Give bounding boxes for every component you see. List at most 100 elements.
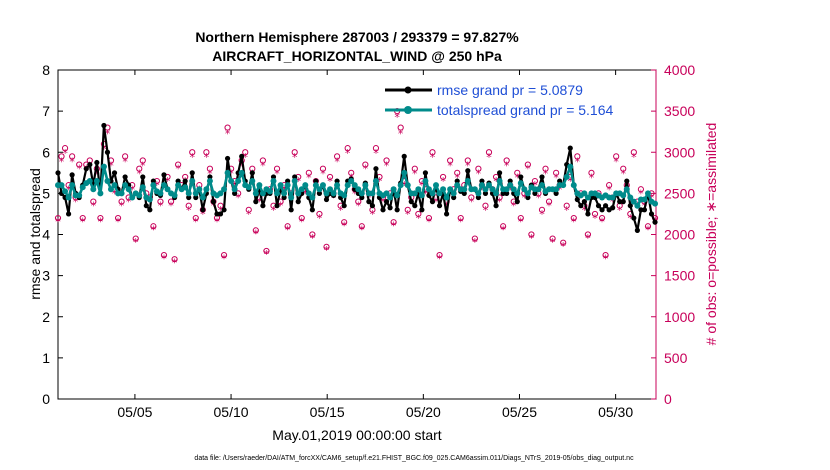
obs-assimilated-marker: *	[469, 196, 475, 209]
totalspread-point	[652, 200, 659, 207]
totalspread-point	[397, 182, 404, 189]
totalspread-point	[348, 178, 355, 185]
obs-assimilated-marker: *	[334, 155, 340, 168]
rmse-point	[232, 190, 238, 196]
obs-assimilated-marker: *	[359, 224, 365, 237]
obs-possible-marker	[167, 198, 175, 205]
totalspread-point	[224, 169, 231, 176]
rmse-point	[140, 174, 146, 180]
y-axis-left: 0 1 2 3 4 5 6 7 8	[42, 62, 63, 407]
obs-assimilated-marker: *	[62, 147, 68, 160]
obs-assimilated-marker: *	[560, 240, 566, 253]
obs-assimilated-marker: *	[172, 256, 178, 269]
rmse-point	[419, 207, 425, 213]
rmse-point	[454, 178, 460, 184]
totalspread-point	[58, 182, 65, 189]
obs-assimilated-marker: *	[433, 196, 439, 209]
rmse-point	[260, 203, 266, 209]
obs-assimilated-marker: *	[377, 175, 383, 188]
obs-assimilated-marker: *	[55, 215, 61, 228]
obs-possible-marker	[344, 145, 351, 152]
obs-assimilated-marker: *	[582, 204, 588, 217]
totalspread-point	[436, 190, 443, 197]
totalspread-point	[203, 186, 210, 193]
obs-possible-marker	[90, 198, 97, 205]
totalspread-point	[291, 178, 298, 185]
obs-assimilated-marker: *	[493, 175, 499, 188]
y-left-tick-label: 7	[42, 103, 50, 119]
obs-assimilated-marker: *	[341, 219, 347, 232]
obs-assimilated-marker: *	[585, 232, 591, 245]
obs-assimilated-marker: *	[631, 151, 637, 164]
totalspread-point	[295, 190, 302, 197]
obs-possible-marker	[192, 214, 199, 222]
x-axis: 05/05 05/10 05/15 05/20 05/25 05/30	[117, 70, 633, 420]
obs-assimilated-marker: *	[458, 215, 464, 228]
obs-possible-marker	[348, 169, 355, 176]
obs-assimilated-marker: *	[401, 179, 407, 192]
totalspread-point	[323, 190, 330, 197]
rmse-point	[401, 153, 407, 159]
obs-assimilated-marker: *	[310, 232, 316, 245]
obs-possible-marker	[316, 210, 323, 218]
totalspread-point	[369, 190, 376, 197]
legend-rmse-label: rmse grand pr = 5.0879	[437, 82, 583, 98]
obs-assimilated-marker: *	[264, 248, 270, 261]
y-right-tick-label: 1500	[664, 268, 695, 284]
obs-assimilated-marker: *	[98, 215, 104, 228]
obs-assimilated-marker: *	[592, 212, 598, 225]
obs-possible-marker	[372, 145, 380, 152]
y-left-tick-label: 2	[42, 309, 50, 325]
obs-assimilated-marker: *	[352, 187, 358, 200]
obs-assimilated-marker: *	[303, 187, 309, 200]
totalspread-point	[372, 178, 379, 185]
obs-possible-marker	[132, 235, 139, 242]
obs-possible-marker	[273, 165, 281, 172]
rmse-point	[507, 178, 513, 184]
totalspread-point	[496, 178, 503, 185]
totalspread-point	[79, 184, 86, 191]
obs-possible-marker	[570, 214, 577, 222]
obs-possible-marker	[323, 243, 330, 250]
obs-possible-marker	[464, 157, 471, 164]
totalspread-point	[464, 178, 471, 185]
rmse-point	[295, 199, 301, 205]
totalspread-point	[524, 190, 531, 197]
totalspread-point	[330, 190, 337, 197]
totalspread-point	[238, 169, 245, 176]
rmse-point	[383, 199, 390, 205]
obs-possible-marker	[203, 149, 210, 156]
totalspread-point	[422, 178, 429, 185]
obs-possible-marker	[157, 198, 164, 205]
obs-assimilated-marker: *	[504, 159, 510, 172]
obs-possible-marker	[69, 153, 76, 160]
obs-possible-marker	[390, 219, 397, 226]
totalspread-point	[521, 186, 528, 193]
totalspread-point	[270, 178, 277, 185]
obs-assimilated-marker: *	[306, 172, 312, 185]
totalspread-point	[517, 180, 524, 187]
obs-assimilated-marker: *	[73, 196, 79, 209]
totalspread-point	[443, 194, 450, 201]
totalspread-point	[567, 163, 574, 170]
totalspread-point	[355, 186, 362, 193]
totalspread-point	[478, 182, 485, 189]
y-right-tick-label: 500	[664, 350, 688, 366]
rmse-point	[504, 190, 510, 196]
totalspread-point	[485, 182, 492, 189]
obs-assimilated-marker: *	[628, 212, 634, 225]
totalspread-point	[185, 190, 192, 197]
totalspread-point	[327, 186, 334, 193]
obs-assimilated-marker: *	[613, 155, 619, 168]
obs-possible-marker	[613, 153, 620, 160]
y-left-tick-label: 3	[42, 268, 50, 284]
obs-possible-marker	[485, 149, 493, 156]
totalspread-point	[100, 163, 107, 170]
obs-possible-marker	[175, 161, 182, 168]
totalspread-point	[334, 182, 341, 189]
totalspread-point	[341, 192, 348, 199]
y-right-tick-label: 2500	[664, 185, 695, 201]
rmse-point	[193, 194, 199, 201]
rmse-point	[387, 205, 393, 211]
